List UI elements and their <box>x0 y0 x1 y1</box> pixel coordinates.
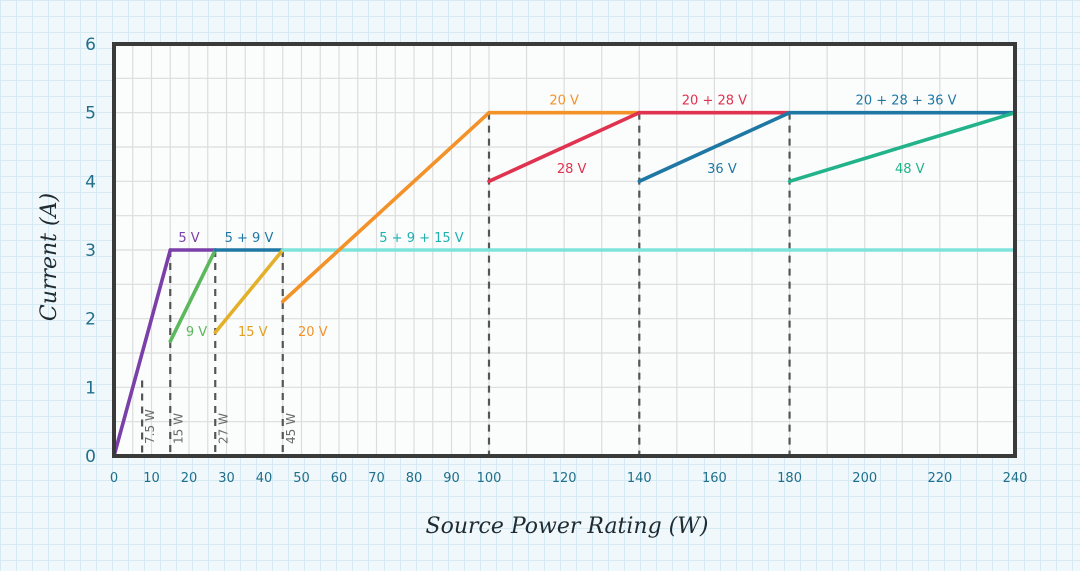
series-label: 20 V <box>549 93 579 108</box>
x-axis-title: Source Power Rating (W) <box>426 514 709 539</box>
x-tick-label: 60 <box>331 471 348 486</box>
series-label: 36 V <box>707 162 737 177</box>
x-tick-labels: 0 10 20 30 40 50 60 70 80 90 100 120 140 160 180 200 220… <box>110 471 1028 486</box>
power-marker-label: 27 W <box>216 413 230 444</box>
series-line <box>281 110 491 304</box>
y-tick-labels: 0 1 2 3 4 5 6 <box>85 35 96 467</box>
series-label: 5 + 9 V <box>225 231 274 246</box>
power-marker-label: 15 W <box>171 413 185 444</box>
y-tick-label: 5 <box>85 104 96 124</box>
y-axis-title: Current (A) <box>37 193 62 321</box>
series-line <box>487 110 642 184</box>
series-line <box>213 248 285 335</box>
series-labels: 5 V 5 + 9 V 5 + 9 + 15 V 9 V 15 V 20 V 20 V 20 … <box>178 93 956 339</box>
series-label: 5 + 9 + 15 V <box>379 231 464 246</box>
x-tick-label: 70 <box>368 471 385 486</box>
x-tick-label: 90 <box>443 471 460 486</box>
series-label: 5 V <box>178 231 199 246</box>
x-tick-label: 20 <box>181 471 198 486</box>
y-tick-label: 4 <box>85 172 96 192</box>
x-tick-label: 180 <box>777 471 802 486</box>
x-tick-label: 30 <box>218 471 235 486</box>
series-lines <box>112 110 1017 458</box>
plot-border <box>112 42 1017 458</box>
y-tick-label: 1 <box>85 378 96 398</box>
x-tick-label: 140 <box>627 471 652 486</box>
series-label: 9 V <box>186 325 207 340</box>
x-tick-label: 40 <box>256 471 273 486</box>
series-label: 20 + 28 V <box>682 93 747 108</box>
x-tick-label: 100 <box>477 471 502 486</box>
series-label: 28 V <box>557 162 587 177</box>
power-marker-label: 7.5 W <box>143 409 157 444</box>
series-line <box>787 110 1017 184</box>
x-tick-label: 200 <box>852 471 877 486</box>
x-tick-label: 80 <box>406 471 423 486</box>
series-line <box>168 248 218 344</box>
x-tick-label: 120 <box>552 471 577 486</box>
series-line <box>637 110 792 184</box>
x-tick-label: 0 <box>110 471 118 486</box>
x-tick-label: 220 <box>927 471 952 486</box>
y-tick-label: 6 <box>85 35 96 55</box>
x-tick-label: 10 <box>143 471 160 486</box>
series-label: 48 V <box>895 162 925 177</box>
plot-frame <box>112 42 1017 458</box>
power-marker-label: 45 W <box>284 413 298 444</box>
y-tick-label: 3 <box>85 241 96 261</box>
y-tick-label: 0 <box>85 447 96 467</box>
series-line <box>112 248 173 458</box>
x-tick-label: 160 <box>702 471 727 486</box>
series-label: 15 V <box>238 325 268 340</box>
y-tick-label: 2 <box>85 310 96 330</box>
series-label: 20 V <box>298 325 328 340</box>
series-label: 20 + 28 + 36 V <box>856 93 957 108</box>
x-tick-label: 50 <box>293 471 310 486</box>
x-tick-label: 240 <box>1003 471 1028 486</box>
